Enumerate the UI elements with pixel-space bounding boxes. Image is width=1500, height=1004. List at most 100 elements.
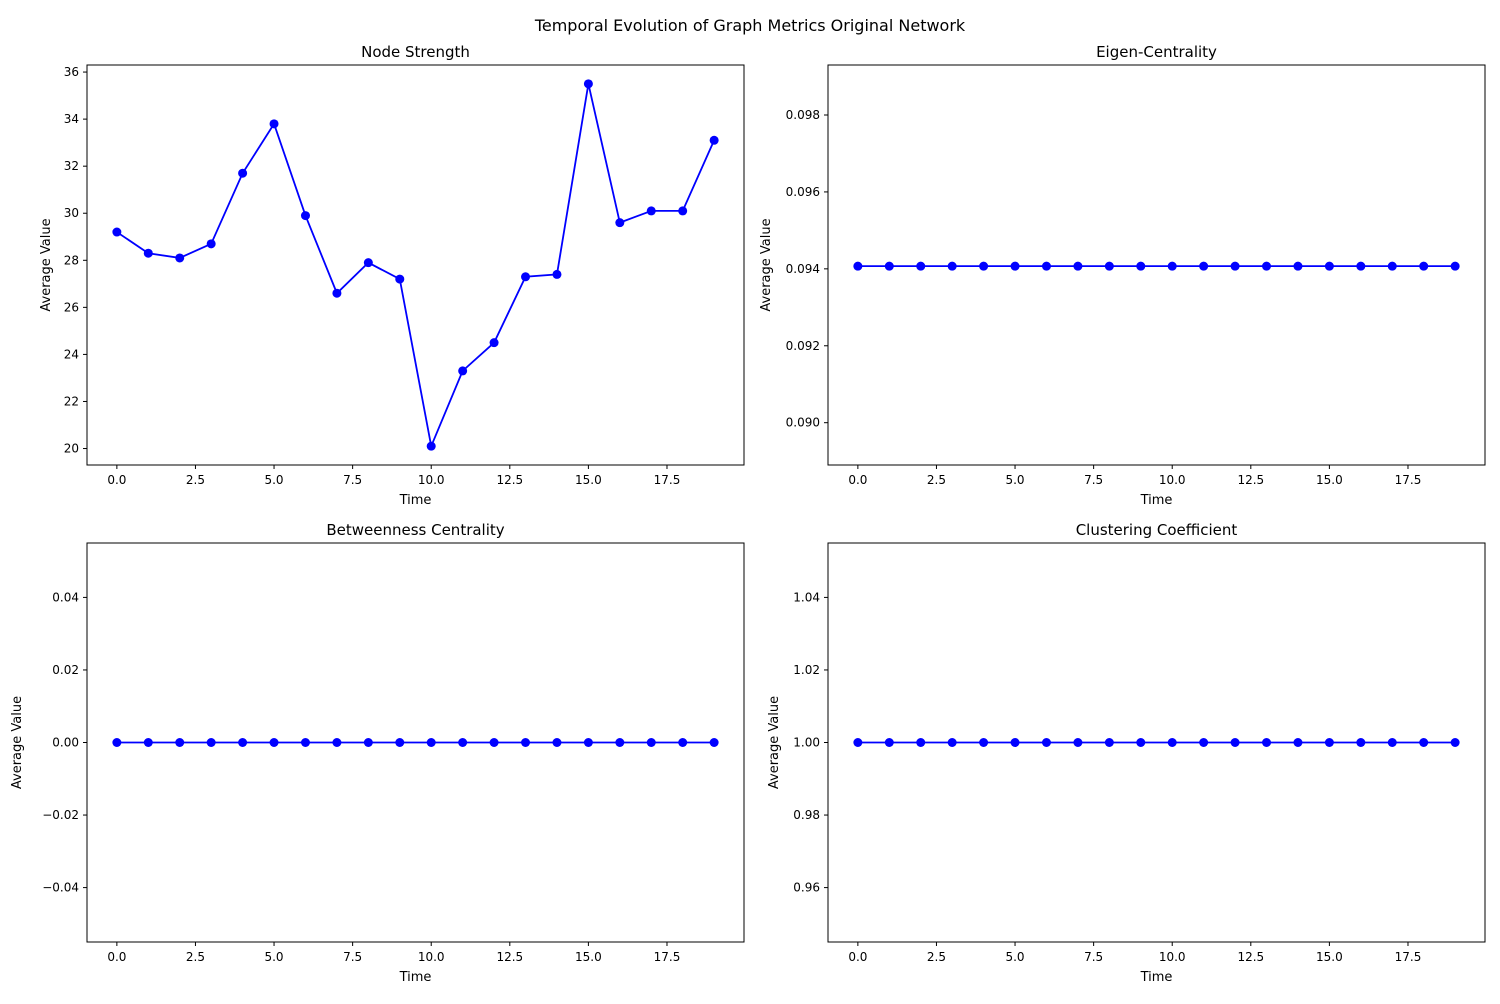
y-tick-label: 36 <box>64 65 79 79</box>
data-point <box>458 738 468 747</box>
data-point <box>1167 261 1177 271</box>
subplot-title: Clustering Coefficient <box>1076 521 1238 539</box>
data-point <box>678 738 688 747</box>
figure-suptitle: Temporal Evolution of Graph Metrics Orig… <box>534 16 966 35</box>
y-tick-label: −0.02 <box>42 808 79 822</box>
x-tick-label: 0.0 <box>848 950 867 964</box>
data-point <box>1104 261 1114 271</box>
data-point <box>678 206 688 216</box>
x-tick-label: 7.5 <box>343 473 362 487</box>
x-tick-label: 7.5 <box>1084 950 1103 964</box>
y-tick-label: 34 <box>64 112 79 126</box>
data-point <box>947 261 957 271</box>
y-tick-label: 0.00 <box>52 736 79 750</box>
y-tick-label: 28 <box>64 253 79 267</box>
y-tick-label: −0.04 <box>42 881 79 895</box>
data-point <box>1230 738 1240 747</box>
data-point <box>884 738 894 747</box>
data-point <box>489 738 499 747</box>
series-line <box>116 83 715 450</box>
y-tick-label: 0.98 <box>793 808 820 822</box>
data-point <box>1419 738 1429 747</box>
data-point <box>521 738 531 747</box>
data-point <box>1387 261 1397 271</box>
x-tick-label: 0.0 <box>848 473 867 487</box>
x-tick-label: 0.0 <box>107 950 126 964</box>
data-point <box>206 239 216 249</box>
data-point <box>1356 261 1366 271</box>
data-point <box>1356 738 1366 747</box>
data-point <box>646 206 656 216</box>
subplot-2: Eigen-Centrality 0.0 2.5 5.0 7.5 10.0 12.5 15.0… <box>759 43 1486 508</box>
x-axis-label: Time <box>1140 493 1173 508</box>
y-tick-label: 32 <box>64 159 79 173</box>
data-point <box>1073 738 1083 747</box>
data-point <box>332 288 342 298</box>
data-point <box>426 738 436 747</box>
data-point <box>1041 261 1051 271</box>
data-point <box>332 738 342 747</box>
subplot-title: Betweenness Centrality <box>326 521 504 539</box>
subplot-3: Betweenness Centrality 0.0 2.5 5.0 7.5 10.0 12… <box>10 521 745 985</box>
data-point <box>1199 738 1209 747</box>
axes-frame <box>86 64 745 466</box>
data-point <box>112 227 122 237</box>
data-point <box>1419 261 1429 271</box>
data-point <box>1262 261 1272 271</box>
subplot-4: Clustering Coefficient 0.0 2.5 5.0 7.5 10.0 12… <box>767 521 1486 985</box>
x-tick-label: 5.0 <box>1005 950 1024 964</box>
data-point <box>489 338 499 348</box>
data-point <box>552 738 562 747</box>
data-point <box>646 738 656 747</box>
data-point <box>1010 738 1020 747</box>
axes-frame <box>827 64 1486 466</box>
y-tick-label: 0.098 <box>786 108 820 122</box>
axes-frame <box>86 542 745 943</box>
data-point <box>1136 261 1146 271</box>
x-tick-label: 5.0 <box>1005 473 1024 487</box>
data-point <box>395 274 405 284</box>
data-point <box>426 441 436 451</box>
x-tick-label: 15.0 <box>575 473 602 487</box>
data-point <box>1010 261 1020 271</box>
x-axis-label: Time <box>399 970 432 985</box>
data-point <box>1073 261 1083 271</box>
y-tick-label: 1.02 <box>793 663 820 677</box>
subplot-1: Node Strength 0.0 2.5 5.0 7.5 10.0 12.5 15.0 17.… <box>39 43 745 508</box>
x-tick-label: 7.5 <box>343 950 362 964</box>
data-point <box>300 211 310 221</box>
data-point <box>979 261 989 271</box>
x-tick-label: 12.5 <box>1237 473 1264 487</box>
data-point <box>300 738 310 747</box>
x-tick-label: 15.0 <box>575 950 602 964</box>
y-axis-label: Average Value <box>39 218 54 311</box>
data-point <box>583 79 593 89</box>
y-axis-label: Average Value <box>767 696 782 789</box>
y-tick-label: 0.092 <box>786 339 820 353</box>
y-axis-label: Average Value <box>10 696 25 789</box>
data-point <box>615 218 625 228</box>
data-point <box>1199 261 1209 271</box>
data-point <box>521 272 531 282</box>
data-point <box>1450 738 1460 747</box>
data-point <box>1293 261 1303 271</box>
y-tick-label: 20 <box>64 442 79 456</box>
data-point <box>615 738 625 747</box>
data-point <box>238 168 248 178</box>
data-point <box>175 253 185 263</box>
x-tick-label: 10.0 <box>1159 950 1186 964</box>
data-point <box>853 738 863 747</box>
y-tick-label: 0.04 <box>52 590 79 604</box>
x-tick-label: 17.5 <box>1395 473 1422 487</box>
data-point <box>947 738 957 747</box>
x-tick-label: 5.0 <box>264 950 283 964</box>
x-tick-label: 15.0 <box>1316 950 1343 964</box>
y-tick-label: 30 <box>64 206 79 220</box>
data-point <box>884 261 894 271</box>
x-axis-label: Time <box>399 493 432 508</box>
data-point <box>1324 738 1334 747</box>
x-tick-label: 10.0 <box>418 473 445 487</box>
data-point <box>1324 261 1334 271</box>
y-axis-label: Average Value <box>759 218 774 311</box>
